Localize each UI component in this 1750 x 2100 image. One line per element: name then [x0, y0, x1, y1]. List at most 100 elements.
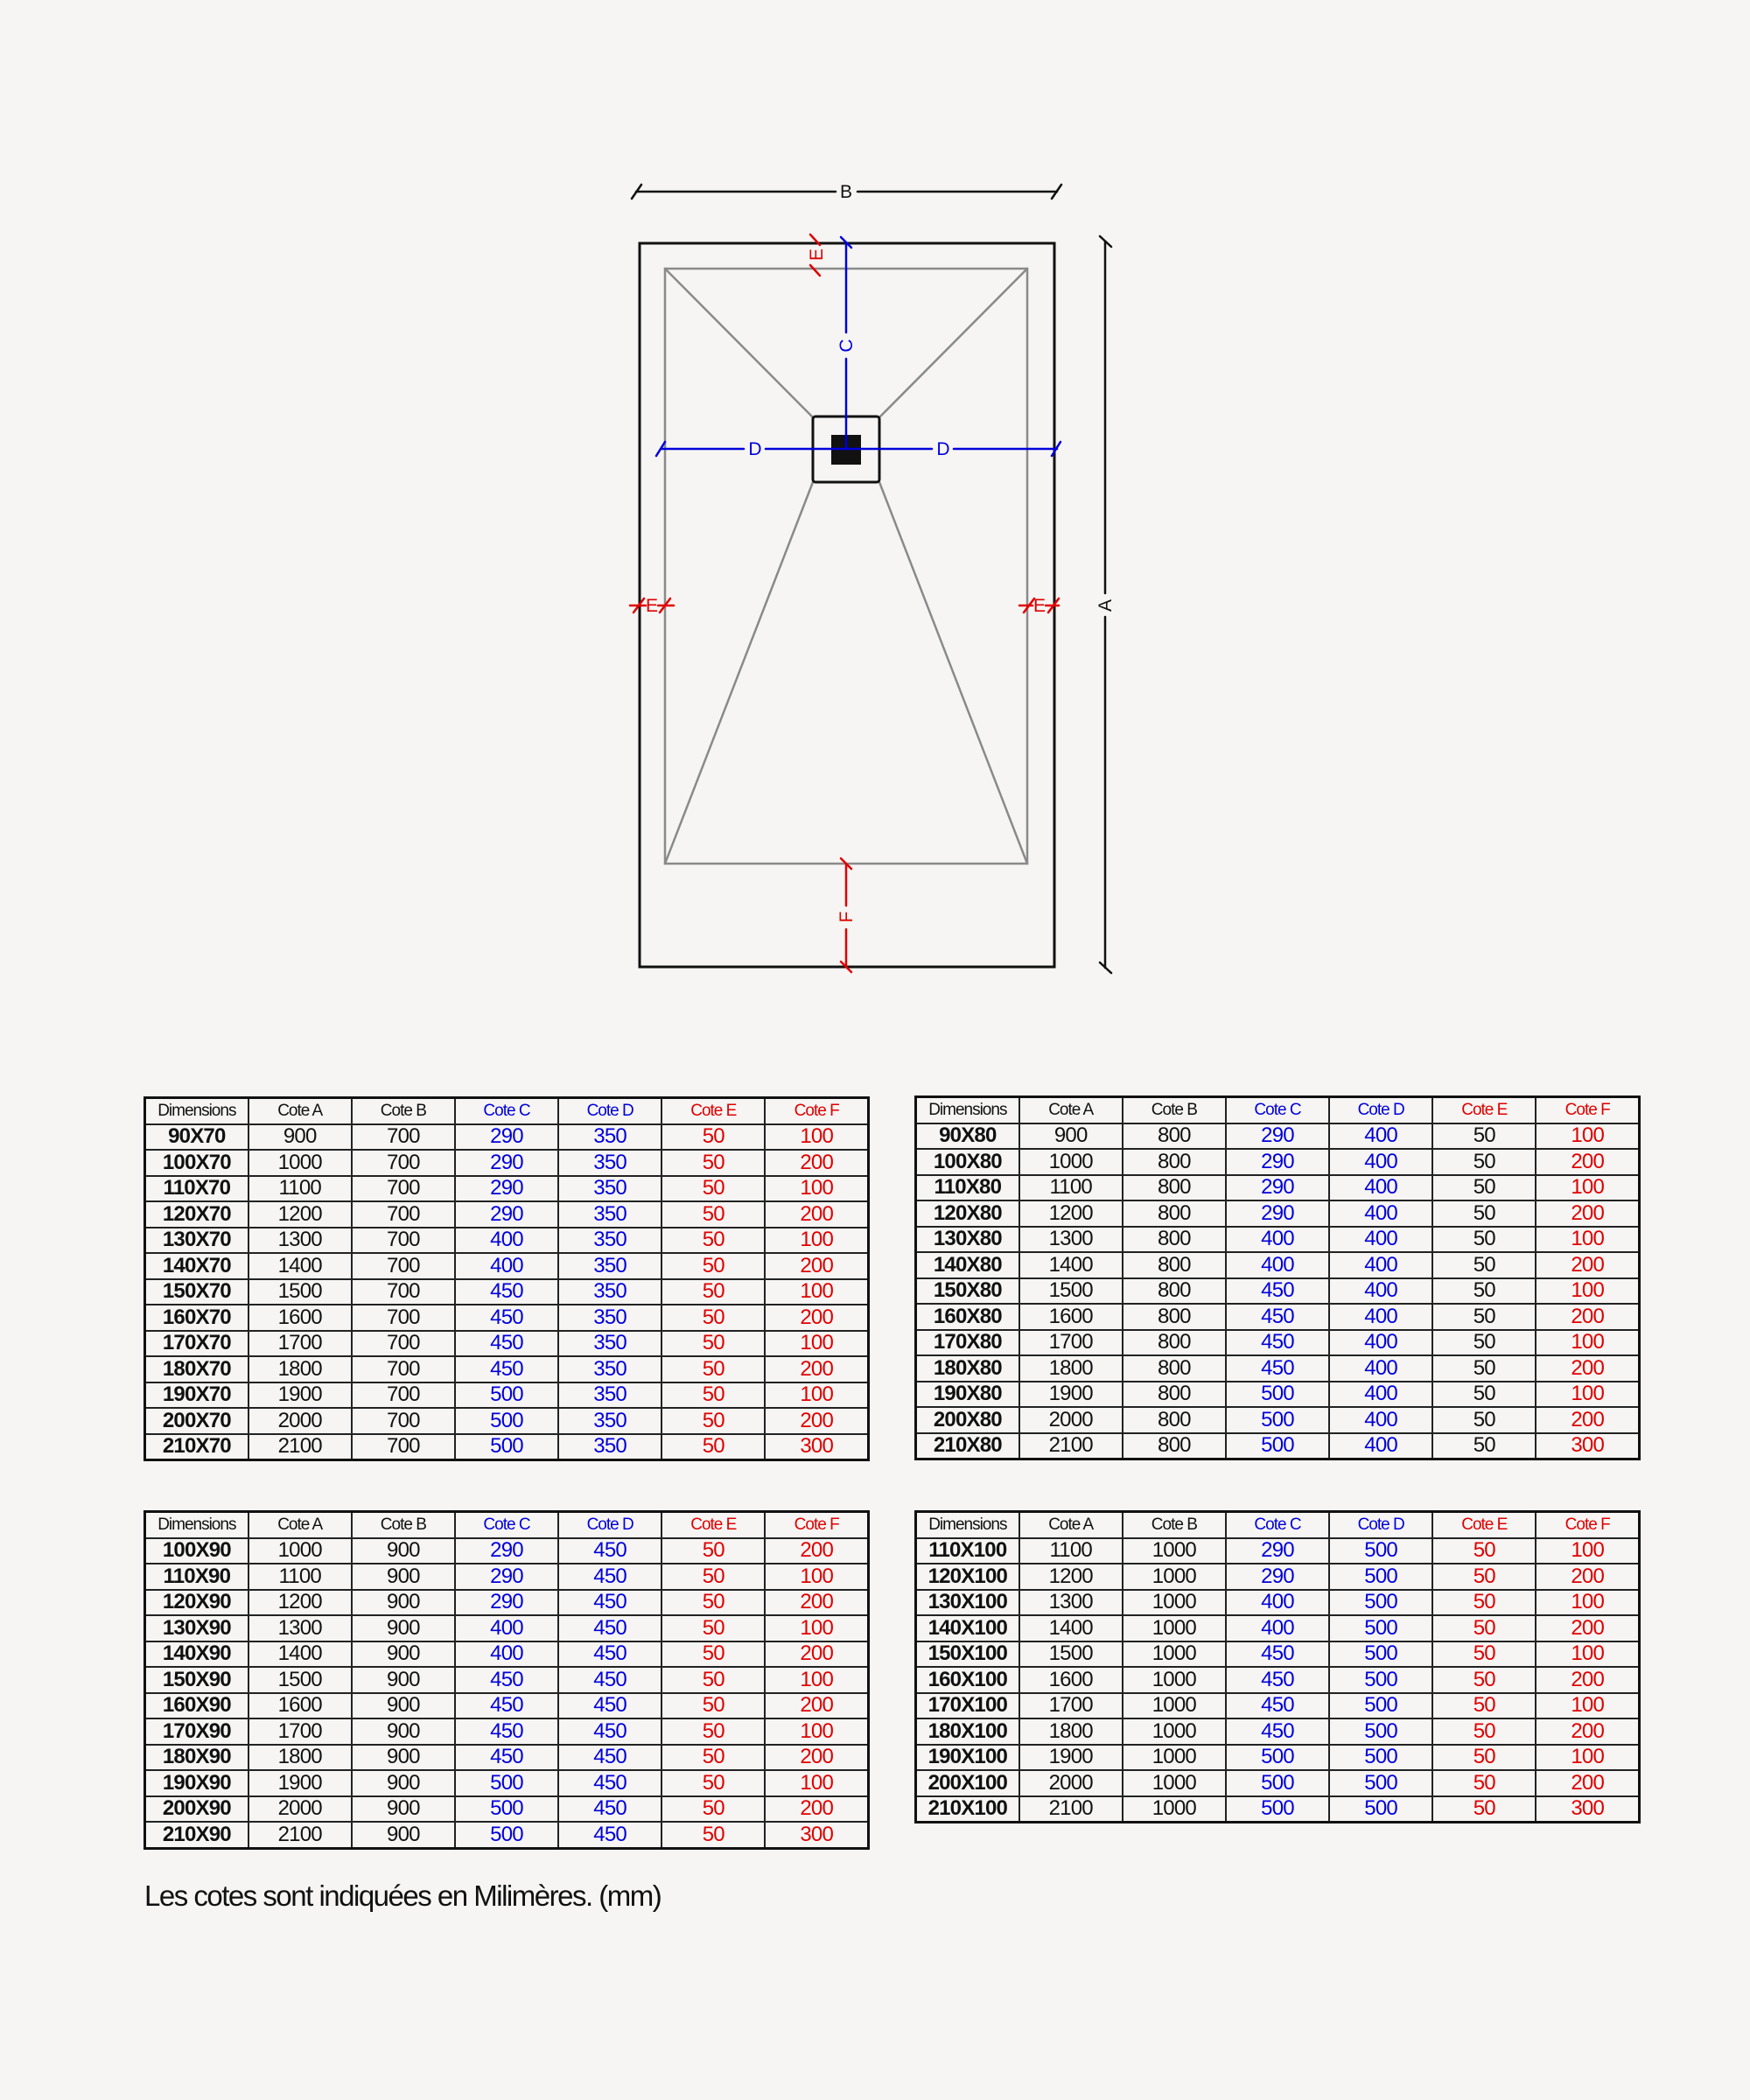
cell-cote-d: 400	[1328, 1354, 1434, 1382]
header-cote-e: Cote E	[661, 1510, 766, 1539]
cell-cote-c: 450	[1224, 1303, 1331, 1331]
cell-cote-f: 100	[764, 1278, 870, 1306]
cell-cote-f: 100	[764, 1718, 870, 1746]
cell-cote-b: 700	[350, 1304, 456, 1332]
table-row: 120X90 1200 900 290 450 50 200	[144, 1588, 870, 1616]
cell-dimensions: 170X100	[914, 1691, 1020, 1719]
cell-cote-c: 290	[453, 1588, 560, 1616]
cell-cote-d: 500	[1328, 1795, 1434, 1824]
cell-cote-d: 500	[1328, 1614, 1434, 1642]
cell-cote-a: 1600	[247, 1691, 353, 1719]
cell-cote-f: 200	[764, 1407, 870, 1435]
cell-cote-e: 50	[1432, 1743, 1537, 1771]
cell-cote-d: 350	[557, 1123, 663, 1151]
header-cote-c: Cote C	[453, 1510, 560, 1539]
cell-cote-c: 500	[1224, 1769, 1331, 1797]
cell-cote-e: 50	[661, 1536, 766, 1564]
cell-cote-f: 200	[1535, 1666, 1641, 1694]
cell-cote-d: 450	[557, 1718, 663, 1746]
cell-cote-c: 400	[1224, 1251, 1331, 1279]
cell-cote-f: 200	[1535, 1718, 1641, 1746]
cell-dimensions: 130X100	[914, 1588, 1020, 1616]
cell-cote-c: 400	[453, 1640, 560, 1668]
cell-cote-c: 290	[1224, 1173, 1331, 1201]
table-row: 170X80 1700 800 450 400 50 100	[914, 1328, 1641, 1356]
header-cote-f: Cote F	[1535, 1510, 1641, 1539]
cell-cote-a: 1300	[247, 1226, 353, 1254]
table-row: 170X100 1700 1000 450 500 50 100	[914, 1691, 1641, 1719]
cell-cote-f: 200	[1535, 1769, 1641, 1797]
cell-cote-a: 1700	[1018, 1328, 1124, 1356]
cell-cote-a: 1700	[247, 1329, 353, 1357]
cell-dimensions: 110X100	[914, 1536, 1020, 1564]
cell-cote-b: 900	[350, 1691, 456, 1719]
header-cote-c: Cote C	[1224, 1096, 1331, 1124]
cell-cote-a: 1100	[1018, 1173, 1124, 1201]
cell-cote-f: 300	[764, 1432, 870, 1461]
table-row: 130X80 1300 800 400 400 50 100	[914, 1225, 1641, 1253]
cell-cote-c: 450	[1224, 1640, 1331, 1668]
cell-cote-c: 500	[453, 1432, 560, 1461]
cell-cote-b: 900	[350, 1718, 456, 1746]
cell-cote-a: 1800	[247, 1743, 353, 1771]
cell-dimensions: 140X80	[914, 1251, 1020, 1279]
cell-cote-b: 1000	[1121, 1614, 1227, 1642]
cell-dimensions: 140X90	[144, 1640, 249, 1668]
header-cote-b: Cote B	[350, 1096, 456, 1125]
cell-cote-a: 2100	[1018, 1795, 1124, 1824]
cell-cote-e: 50	[1432, 1277, 1537, 1305]
cell-dimensions: 210X70	[144, 1432, 249, 1461]
table-row: 90X70 900 700 290 350 50 100	[144, 1123, 870, 1151]
cell-cote-c: 290	[453, 1123, 560, 1151]
cell-dimensions: 160X70	[144, 1304, 249, 1332]
cell-cote-a: 1800	[1018, 1354, 1124, 1382]
cell-cote-a: 1700	[1018, 1691, 1124, 1719]
cell-cote-a: 1200	[247, 1588, 353, 1616]
cell-cote-a: 1300	[247, 1614, 353, 1642]
cell-cote-e: 50	[1432, 1769, 1537, 1797]
cell-cote-a: 1900	[247, 1381, 353, 1409]
cell-cote-f: 200	[1535, 1303, 1641, 1331]
cell-cote-e: 50	[1432, 1588, 1537, 1616]
cell-cote-a: 1800	[1018, 1718, 1124, 1746]
cell-cote-d: 400	[1328, 1328, 1434, 1356]
cell-cote-b: 800	[1121, 1122, 1227, 1150]
cell-cote-b: 800	[1121, 1380, 1227, 1408]
cell-cote-d: 500	[1328, 1718, 1434, 1746]
cell-cote-a: 1300	[1018, 1225, 1124, 1253]
cell-cote-f: 300	[1535, 1432, 1641, 1460]
cell-cote-f: 200	[1535, 1354, 1641, 1382]
table-row: 190X90 1900 900 500 450 50 100	[144, 1769, 870, 1797]
cell-cote-f: 100	[764, 1666, 870, 1694]
table-row: 150X100 1500 1000 450 500 50 100	[914, 1640, 1641, 1668]
cell-cote-c: 290	[453, 1536, 560, 1564]
cell-cote-a: 1700	[247, 1718, 353, 1746]
cell-cote-c: 290	[1224, 1200, 1331, 1228]
cell-cote-b: 900	[350, 1743, 456, 1771]
label-d-right: D	[936, 439, 949, 459]
table-row: 160X70 1600 700 450 350 50 200	[144, 1304, 870, 1332]
cell-cote-b: 800	[1121, 1277, 1227, 1305]
cell-cote-f: 200	[1535, 1614, 1641, 1642]
cell-cote-b: 800	[1121, 1251, 1227, 1279]
cell-cote-c: 450	[1224, 1691, 1331, 1719]
header-cote-d: Cote D	[557, 1510, 663, 1539]
cell-cote-d: 350	[557, 1355, 663, 1383]
cell-cote-d: 400	[1328, 1380, 1434, 1408]
header-cote-b: Cote B	[350, 1510, 456, 1539]
table-row: 180X100 1800 1000 450 500 50 200	[914, 1718, 1641, 1746]
cell-cote-c: 450	[453, 1718, 560, 1746]
table-row: 150X70 1500 700 450 350 50 100	[144, 1278, 870, 1306]
cell-cote-d: 450	[557, 1743, 663, 1771]
cell-cote-a: 1900	[1018, 1380, 1124, 1408]
table-row: 180X70 1800 700 450 350 50 200	[144, 1355, 870, 1383]
cell-cote-a: 1000	[247, 1149, 353, 1177]
cell-cote-b: 900	[350, 1640, 456, 1668]
cell-cote-c: 450	[453, 1329, 560, 1357]
header-cote-a: Cote A	[247, 1510, 353, 1539]
label-e-right: E	[1033, 596, 1046, 616]
cell-cote-c: 450	[453, 1355, 560, 1383]
cell-cote-b: 900	[350, 1588, 456, 1616]
cell-cote-d: 500	[1328, 1691, 1434, 1719]
cell-cote-b: 800	[1121, 1200, 1227, 1228]
